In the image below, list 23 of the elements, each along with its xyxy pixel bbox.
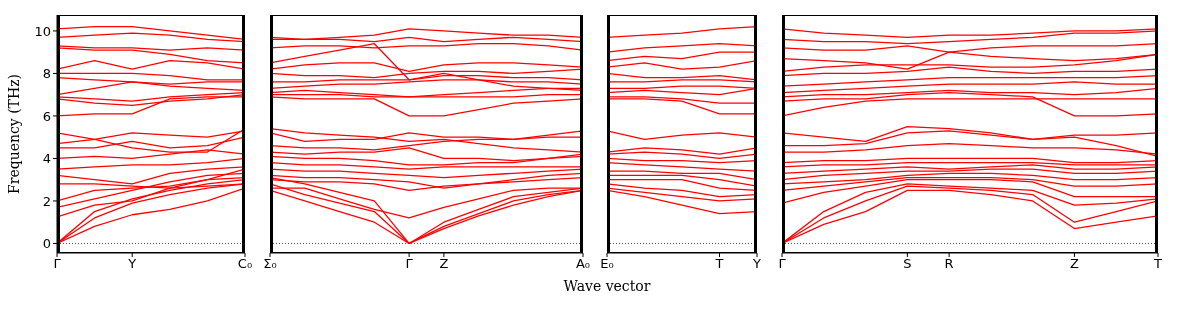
x-axis-title: Wave vector xyxy=(562,278,652,294)
y-tick-label: 10 xyxy=(34,23,51,39)
y-tick-label: 8 xyxy=(42,66,51,82)
x-tick-label: R xyxy=(944,256,954,272)
x-tick-label: T xyxy=(714,256,724,272)
x-tick-label: Z xyxy=(439,256,449,272)
x-tick-label: C₀ xyxy=(237,256,253,272)
x-tick-label: Z xyxy=(1069,256,1079,272)
x-tick-label: A₀ xyxy=(575,256,591,272)
x-tick-label: S xyxy=(903,256,912,272)
y-tick-label: 4 xyxy=(42,151,51,167)
y-tick-label: 0 xyxy=(42,236,51,252)
x-tick-label: Γ xyxy=(778,256,787,272)
x-tick-label: Γ xyxy=(53,256,62,272)
y-axis-title: Frequency (THz) xyxy=(6,73,22,195)
y-tick-label: 2 xyxy=(42,193,51,209)
x-tick-label: T xyxy=(1153,256,1163,272)
x-tick-label: Y xyxy=(752,256,762,272)
x-tick-label: E₀ xyxy=(600,256,614,272)
x-tick-label: Γ xyxy=(405,256,414,272)
x-tick-label: Y xyxy=(127,256,137,272)
x-tick-label: Σ₀ xyxy=(263,256,277,272)
y-tick-label: 6 xyxy=(42,108,51,124)
